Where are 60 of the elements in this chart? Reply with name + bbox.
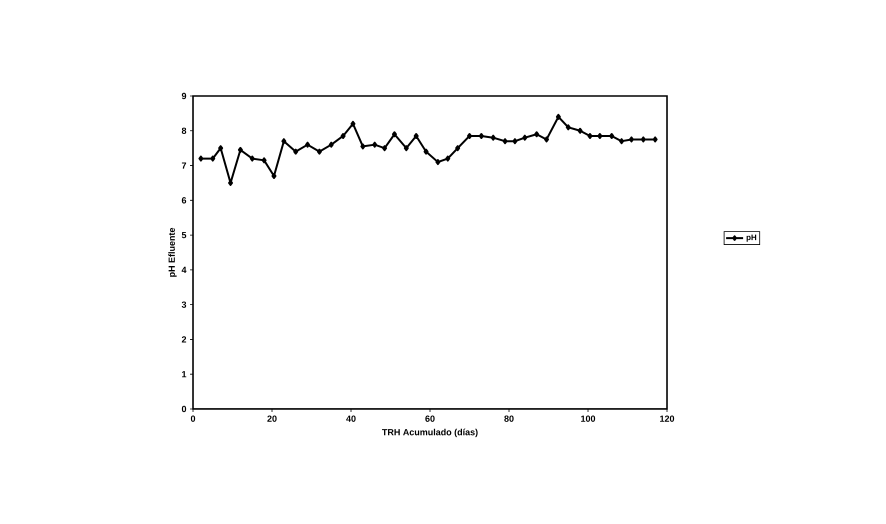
point: [544, 136, 550, 142]
point: [305, 142, 310, 148]
point: [512, 138, 518, 144]
point: [435, 159, 440, 166]
point: [587, 132, 592, 139]
point: [360, 143, 366, 150]
y-tick-label: 1: [182, 371, 186, 378]
point: [392, 131, 397, 138]
point: [372, 142, 378, 148]
point: [652, 136, 658, 142]
point: [404, 145, 409, 152]
point: [271, 172, 276, 179]
point: [281, 138, 286, 144]
point: [619, 138, 624, 144]
point: [455, 145, 460, 152]
x-tick-label: 60: [425, 415, 435, 422]
point: [414, 132, 419, 139]
x-tick-label: 120: [660, 415, 674, 422]
point: [198, 156, 204, 162]
point: [328, 142, 334, 148]
point: [566, 124, 571, 130]
x-tick-label: 40: [346, 415, 356, 422]
y-tick-label: 2: [182, 336, 186, 343]
y-tick-label: 6: [182, 197, 186, 204]
point: [293, 148, 298, 155]
point: [502, 138, 508, 144]
y-tick-label: 7: [182, 162, 186, 169]
point: [350, 120, 356, 127]
point: [597, 132, 602, 139]
point: [522, 134, 528, 141]
point: [556, 114, 561, 120]
x-tick-label: 100: [581, 415, 596, 422]
point: [490, 134, 496, 141]
y-axis-title: pH Efluente: [168, 228, 177, 277]
point: [424, 148, 429, 155]
x-tick-label: 80: [504, 415, 514, 422]
x-axis-title: TRH Acumulado (días): [382, 428, 478, 438]
point: [628, 136, 634, 142]
point: [609, 132, 614, 139]
point: [262, 157, 267, 164]
point: [210, 156, 216, 162]
point: [382, 145, 388, 152]
point: [340, 132, 346, 139]
point: [478, 132, 484, 139]
y-tick-label: 0: [182, 406, 186, 412]
point: [445, 156, 450, 162]
point: [238, 146, 243, 153]
x-tick-label: 0: [190, 415, 196, 422]
point: [250, 156, 255, 162]
x-tick-label: 20: [267, 415, 277, 422]
y-tick-label: 9: [182, 92, 186, 100]
point: [316, 148, 322, 155]
y-tick-label: 5: [182, 232, 186, 238]
y-tick-label: 3: [182, 301, 186, 308]
point: [534, 131, 540, 138]
y-tick-label: 8: [182, 128, 186, 134]
point: [218, 145, 224, 152]
y-tick-label: 4: [182, 266, 186, 273]
point: [578, 128, 583, 134]
point: [640, 136, 646, 142]
